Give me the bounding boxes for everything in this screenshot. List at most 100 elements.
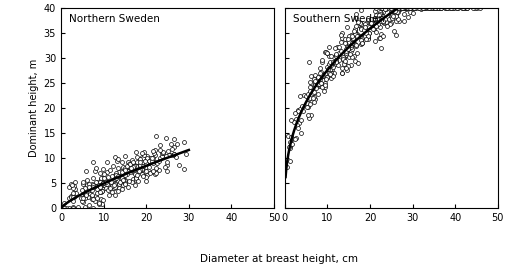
Point — [156, 148, 165, 152]
Point — [376, 36, 385, 40]
Point — [82, 192, 90, 197]
Point — [448, 6, 456, 10]
Point — [422, 6, 430, 10]
Point — [428, 6, 436, 10]
Point — [339, 55, 347, 59]
Point — [306, 96, 314, 101]
Point — [338, 71, 346, 75]
Point — [404, 6, 412, 10]
Point — [432, 6, 440, 10]
Point — [388, 6, 396, 10]
Point — [389, 14, 397, 18]
Point — [379, 19, 387, 23]
Point — [335, 57, 343, 62]
Point — [127, 166, 135, 170]
Point — [425, 6, 433, 10]
Point — [352, 43, 360, 47]
Point — [99, 180, 107, 185]
Point — [365, 23, 373, 27]
Point — [471, 6, 479, 10]
Point — [142, 175, 150, 179]
Point — [310, 95, 319, 99]
Point — [442, 6, 451, 10]
Point — [70, 195, 78, 199]
Point — [398, 6, 406, 10]
Point — [348, 40, 356, 44]
Point — [98, 189, 106, 193]
Point — [101, 182, 109, 186]
Point — [111, 173, 119, 177]
Point — [99, 182, 107, 186]
Point — [311, 85, 320, 90]
Point — [112, 176, 120, 180]
Point — [297, 131, 305, 136]
Point — [357, 26, 365, 30]
Point — [432, 6, 440, 10]
Point — [117, 169, 125, 173]
Point — [370, 22, 378, 26]
Point — [321, 85, 329, 89]
Point — [348, 33, 357, 38]
Point — [295, 121, 303, 125]
Point — [88, 185, 97, 189]
Point — [292, 117, 300, 121]
Point — [310, 79, 319, 83]
Point — [311, 73, 319, 77]
Point — [358, 34, 366, 39]
Point — [297, 117, 305, 122]
Point — [114, 174, 122, 178]
Point — [395, 19, 403, 23]
Point — [112, 171, 120, 175]
Point — [129, 165, 137, 170]
Point — [420, 6, 428, 10]
Point — [299, 109, 307, 113]
Point — [94, 201, 103, 205]
Point — [393, 6, 401, 10]
Point — [410, 6, 419, 10]
Point — [426, 6, 434, 10]
Point — [357, 22, 365, 26]
Point — [313, 81, 321, 86]
Point — [136, 163, 144, 167]
Point — [108, 183, 116, 187]
Point — [426, 6, 434, 10]
Point — [442, 6, 450, 10]
Point — [173, 142, 181, 146]
Point — [370, 27, 378, 31]
Point — [458, 6, 466, 10]
Point — [92, 166, 101, 170]
Point — [335, 51, 343, 55]
Point — [450, 6, 458, 10]
Point — [97, 176, 105, 180]
Point — [316, 70, 325, 74]
Point — [103, 160, 111, 164]
Point — [155, 143, 164, 147]
Point — [304, 113, 312, 117]
Point — [377, 6, 386, 10]
Point — [397, 6, 405, 10]
Point — [82, 189, 90, 193]
Point — [152, 170, 161, 175]
Point — [93, 191, 101, 195]
Point — [121, 154, 129, 158]
Point — [145, 165, 153, 170]
Point — [92, 180, 100, 184]
Point — [436, 6, 444, 10]
Point — [164, 160, 172, 165]
Point — [382, 20, 390, 24]
Point — [294, 108, 302, 112]
Point — [376, 11, 384, 16]
Point — [415, 6, 423, 10]
Point — [463, 6, 471, 10]
Point — [394, 17, 402, 21]
Point — [345, 38, 354, 42]
Point — [333, 45, 341, 49]
Point — [148, 156, 156, 160]
Point — [140, 150, 148, 154]
Point — [306, 84, 314, 89]
Point — [378, 11, 387, 15]
Point — [377, 6, 385, 10]
Point — [361, 25, 369, 29]
Point — [294, 109, 302, 113]
Point — [156, 156, 164, 160]
